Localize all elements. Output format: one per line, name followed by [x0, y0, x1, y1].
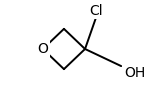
Text: Cl: Cl [89, 4, 102, 18]
Text: O: O [37, 42, 48, 56]
Text: OH: OH [124, 66, 145, 80]
